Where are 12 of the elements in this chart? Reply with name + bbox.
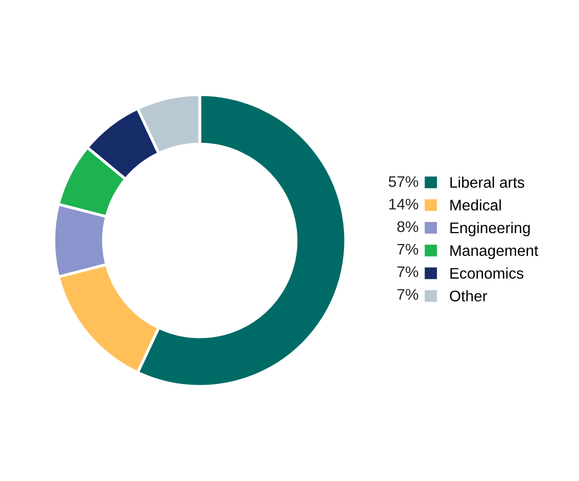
legend-label: Medical xyxy=(450,199,501,211)
data-label: 14% xyxy=(389,198,418,210)
legend-label: Management xyxy=(450,245,538,260)
data-label: 7% xyxy=(397,266,418,278)
data-label: 7% xyxy=(397,244,418,255)
data-label: 8% xyxy=(397,221,418,232)
data-label: 57% xyxy=(388,176,418,187)
legend-label: Economics xyxy=(450,268,524,279)
legend-label: Liberal arts xyxy=(450,176,524,188)
data-label: 7% xyxy=(397,289,418,300)
legend-label: Engineering xyxy=(450,222,530,236)
legend-label: Other xyxy=(450,290,488,302)
